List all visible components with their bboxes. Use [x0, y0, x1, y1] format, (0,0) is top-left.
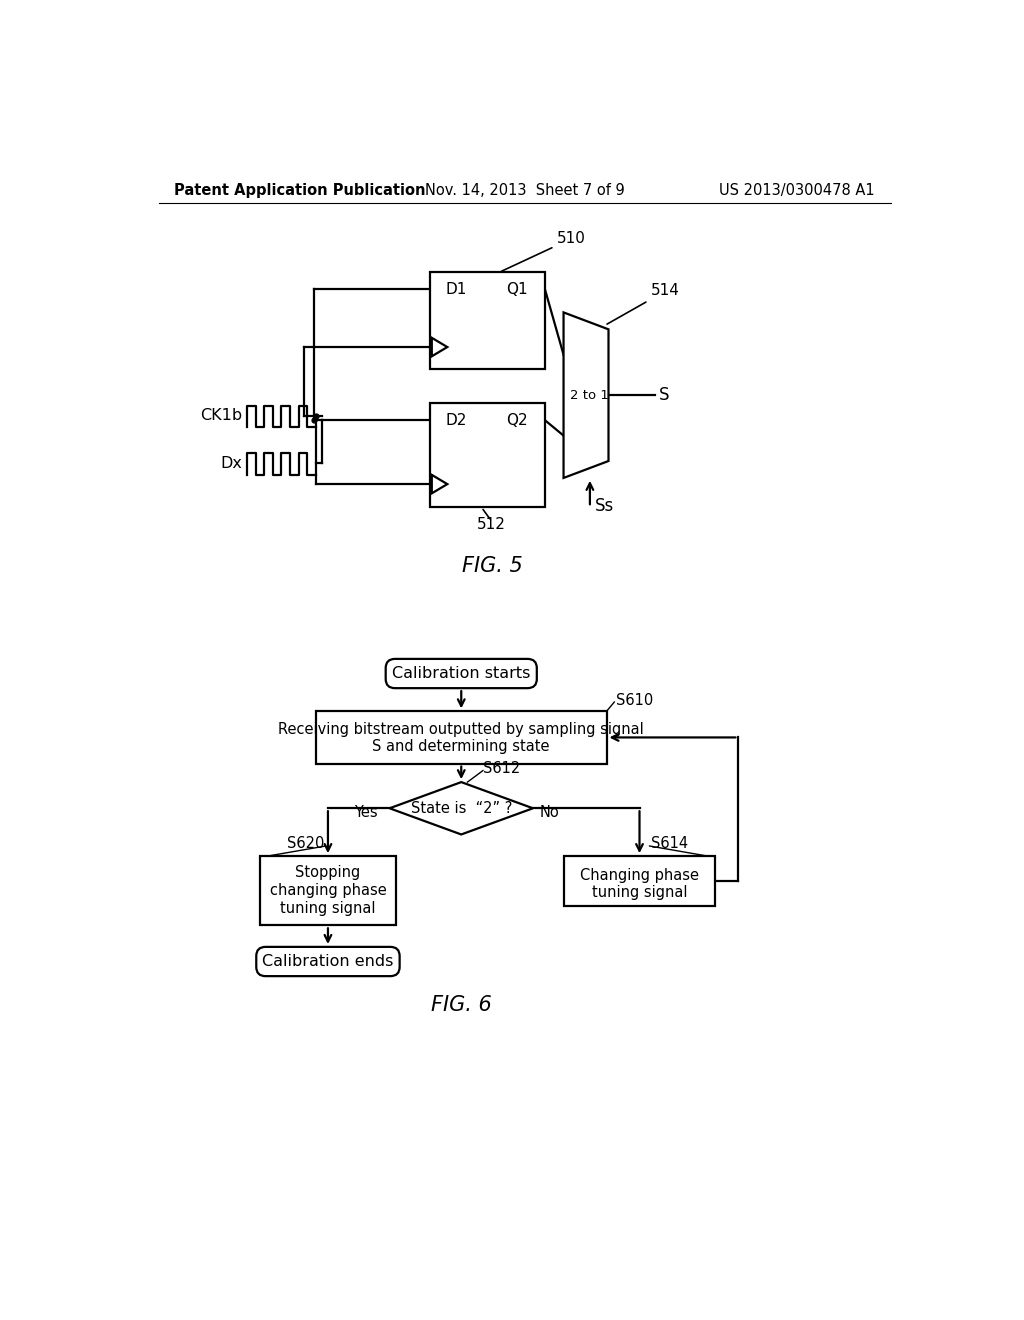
Polygon shape [260, 857, 395, 925]
Text: D2: D2 [445, 413, 467, 428]
Polygon shape [389, 781, 532, 834]
Text: tuning signal: tuning signal [592, 886, 687, 900]
Text: 514: 514 [607, 284, 680, 325]
Polygon shape [564, 857, 715, 906]
Polygon shape [563, 313, 608, 478]
Text: Calibration ends: Calibration ends [262, 954, 393, 969]
Text: No: No [540, 805, 559, 820]
Text: S610: S610 [615, 693, 653, 708]
Text: S612: S612 [483, 760, 520, 776]
Text: S: S [658, 387, 670, 404]
Text: tuning signal: tuning signal [281, 900, 376, 916]
Text: State is  “2” ?: State is “2” ? [411, 801, 512, 816]
Text: Changing phase: Changing phase [580, 867, 699, 883]
Text: 2 to 1: 2 to 1 [569, 388, 608, 401]
Text: Calibration starts: Calibration starts [392, 667, 530, 681]
Text: Ss: Ss [595, 496, 613, 515]
FancyBboxPatch shape [256, 946, 399, 977]
Text: 512: 512 [477, 516, 506, 532]
Text: Q1: Q1 [506, 281, 528, 297]
Text: Receiving bitstream outputted by sampling signal: Receiving bitstream outputted by samplin… [279, 722, 644, 738]
Text: CK1b: CK1b [200, 408, 242, 424]
Text: Q2: Q2 [506, 413, 528, 428]
Text: FIG. 5: FIG. 5 [462, 557, 522, 577]
Text: Patent Application Publication: Patent Application Publication [174, 183, 426, 198]
Polygon shape [430, 404, 545, 507]
Text: D1: D1 [445, 281, 467, 297]
Text: 510: 510 [502, 231, 586, 271]
FancyBboxPatch shape [386, 659, 537, 688]
Text: changing phase: changing phase [269, 883, 386, 898]
Text: S and determining state: S and determining state [373, 739, 550, 754]
Text: US 2013/0300478 A1: US 2013/0300478 A1 [720, 183, 876, 198]
Text: FIG. 6: FIG. 6 [431, 995, 492, 1015]
Text: S614: S614 [651, 836, 688, 851]
Text: Yes: Yes [354, 805, 378, 820]
Text: Stopping: Stopping [295, 866, 360, 880]
Text: Nov. 14, 2013  Sheet 7 of 9: Nov. 14, 2013 Sheet 7 of 9 [425, 183, 625, 198]
Polygon shape [430, 272, 545, 368]
Text: S620: S620 [287, 836, 324, 851]
Text: Dx: Dx [220, 455, 242, 471]
Polygon shape [316, 711, 606, 763]
